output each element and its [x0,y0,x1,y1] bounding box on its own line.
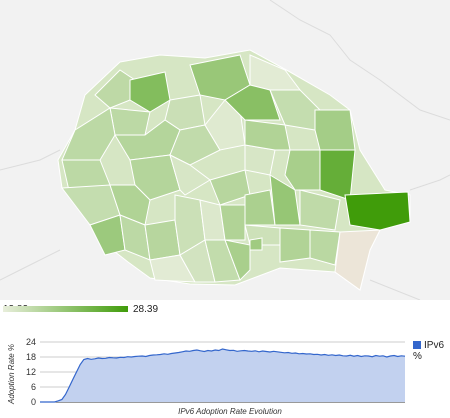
y-tick-label: 18 [26,352,36,362]
chart-title: IPv6 Adoption Rate Evolution [178,407,282,416]
y-axis-title: Adoption Rate % [7,344,16,405]
adoption-chart-svg: 0 6 12 18 24 Adoption Rate % IPv6 Adoption R… [7,337,406,416]
county-hr[interactable] [204,99,246,151]
county-cl[interactable] [279,227,311,263]
series-swatch [413,341,421,349]
county-ms[interactable] [169,124,221,166]
legend-max-label: 28.39 [133,304,159,315]
y-tick-label: 6 [31,382,36,392]
y-tick-label: 24 [26,337,36,347]
county-bh[interactable] [61,107,116,161]
series-line [40,348,406,403]
county-bc[interactable] [244,119,291,151]
county-mm[interactable] [129,71,171,113]
series-legend: IPv6 % [413,340,450,362]
county-sb[interactable] [169,154,211,196]
legend-gradient-bar [3,306,128,312]
romania-map[interactable] [0,0,450,300]
series-legend-label: IPv6 % [413,340,445,362]
county-b[interactable] [249,237,263,251]
county-vs[interactable] [314,109,356,151]
county-ct[interactable] [334,229,381,291]
map-panel[interactable] [0,0,450,300]
county-ab[interactable] [129,154,181,201]
county-tl[interactable] [344,191,411,231]
county-layer [61,54,411,291]
county-il[interactable] [309,229,341,266]
county-nt[interactable] [224,84,281,121]
county-db[interactable] [219,204,246,241]
y-tick-label: 12 [26,367,36,377]
county-sj[interactable] [109,107,151,136]
county-vn[interactable] [284,149,321,191]
adoption-chart: 0 6 12 18 24 Adoption Rate % IPv6 Adoption R… [0,322,450,418]
county-br[interactable] [299,189,341,231]
y-tick-label: 0 [31,397,36,407]
county-gr[interactable] [224,239,251,281]
series-area [40,349,405,402]
county-gj[interactable] [144,219,181,261]
county-ph[interactable] [244,189,276,226]
